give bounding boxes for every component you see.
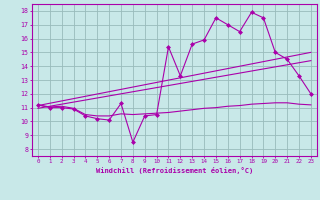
X-axis label: Windchill (Refroidissement éolien,°C): Windchill (Refroidissement éolien,°C) — [96, 167, 253, 174]
